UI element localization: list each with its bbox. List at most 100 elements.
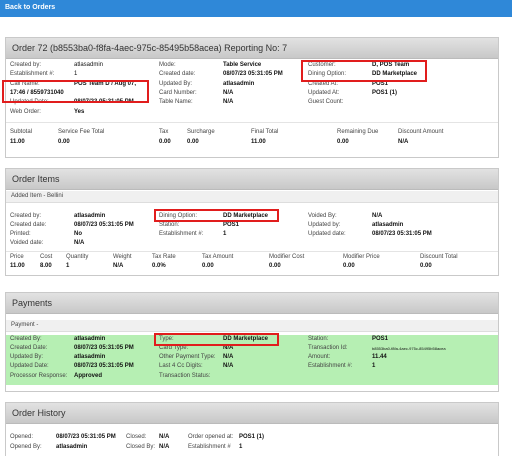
field-value: 08/07/23 05:31:05 PM — [372, 231, 432, 237]
field-label: Type: — [159, 336, 174, 342]
field-label: Establishment #: — [10, 71, 55, 77]
field-label: Mode: — [159, 62, 176, 68]
field-value: 08/07/23 05:31:05 PM — [223, 71, 283, 77]
quantity-value: 1 — [66, 263, 70, 269]
surcharge-value: 0.00 — [187, 139, 199, 145]
field-label: Order opened at: — [188, 434, 234, 440]
order-title: Order 72 (b8553ba0-f8fa-4aec-975c-85495b… — [6, 38, 498, 59]
top-navigation-bar: Back to Orders — [0, 0, 512, 17]
field-label: Processor Response: — [10, 373, 68, 379]
field-value: 1 — [372, 363, 376, 369]
discount-total-value: 0.00 — [420, 263, 432, 269]
field-value: N/A — [74, 240, 85, 246]
field-value: 1 — [74, 71, 78, 77]
field-value: POS1 — [372, 81, 389, 87]
price-header: Modifier Cost — [269, 254, 305, 260]
field-label: Closed By: — [126, 444, 156, 450]
field-value: POS1 — [223, 222, 240, 228]
subtotal-value: 11.00 — [10, 139, 25, 145]
opened-value: 08/07/23 05:31:05 PM — [56, 434, 116, 440]
payments-title: Payments — [6, 293, 498, 314]
back-to-orders-link[interactable]: Back to Orders — [5, 4, 56, 11]
cost-value: 8.00 — [40, 263, 52, 269]
field-label: Updated At: — [308, 90, 340, 96]
call-name-highlight-box — [2, 80, 149, 103]
field-label: Other Payment Type: — [159, 354, 216, 360]
order-items-panel: Order Items Added Item - Bellini Created… — [5, 168, 499, 276]
price-header: Discount Total — [420, 254, 458, 260]
field-value: 1 — [223, 231, 227, 237]
call-name-value-continued: 17:46 / 8559731040 — [10, 90, 64, 96]
customer-highlight-box — [301, 60, 427, 82]
tax-amount-value: 0.00 — [202, 263, 214, 269]
field-label: Establishment #: — [159, 231, 204, 237]
field-value: N/A — [372, 213, 383, 219]
field-label: Created date: — [159, 71, 196, 77]
field-value: atlasadmin — [223, 81, 255, 87]
field-value: N/A — [223, 354, 234, 360]
field-label: Updated By: — [10, 354, 44, 360]
field-label: Created by: — [10, 213, 42, 219]
field-value: N/A — [223, 99, 234, 105]
totals-header: Subtotal — [10, 129, 33, 135]
field-label: Last 4 Cc Digits: — [159, 363, 203, 369]
discount-amount-value: N/A — [398, 139, 409, 145]
modifier-cost-value: 0.00 — [269, 263, 281, 269]
price-header: Quantity — [66, 254, 89, 260]
field-label: Amount: — [308, 354, 331, 360]
field-value: Yes — [74, 109, 85, 115]
field-label: Opened: — [10, 434, 34, 440]
field-label: Table Name: — [159, 99, 193, 105]
modifier-price-value: 0.00 — [343, 263, 355, 269]
field-value: 08/07/23 05:31:05 PM — [74, 222, 134, 228]
field-label: Transaction Id: — [308, 345, 348, 351]
amount-value: 11.44 — [372, 354, 387, 360]
field-value: POS1 (1) — [372, 90, 398, 96]
final-total-value: 11.00 — [251, 139, 266, 145]
field-value: atlasadmin — [74, 62, 104, 68]
field-value: POS1 — [372, 336, 389, 342]
closed-value: N/A — [159, 434, 170, 440]
field-value: atlasadmin — [372, 222, 404, 228]
field-value: N/A — [223, 345, 234, 351]
field-label: Updated by: — [308, 222, 341, 228]
field-label: Closed: — [126, 434, 147, 440]
totals-header: Surcharge — [187, 129, 215, 135]
remaining-due-value: 0.00 — [337, 139, 349, 145]
totals-header: Tax — [159, 129, 169, 135]
field-label: Voided date: — [10, 240, 44, 246]
totals-header: Final Total — [251, 129, 279, 135]
field-label: Establishment #: — [308, 363, 353, 369]
field-label: Created by: — [10, 62, 42, 68]
payment-type-highlight-box — [154, 333, 279, 346]
item-dining-option-highlight-box — [154, 209, 279, 222]
totals-header: Remaining Due — [337, 129, 379, 135]
field-value: No — [74, 231, 82, 237]
field-label: Dining Option: — [159, 213, 198, 219]
field-label: Opened By: — [10, 444, 42, 450]
price-header: Tax Rate — [152, 254, 176, 260]
transaction-id-value: b8553ba0-f8fa-4aec-975c-85495b58acea — [372, 346, 446, 351]
field-value: atlasadmin — [74, 336, 106, 342]
field-label: Customer: — [308, 62, 336, 68]
payment-type-value: DD Marketplace — [223, 336, 269, 342]
customer-value: D, POS Team — [372, 62, 410, 68]
field-label: Guest Count: — [308, 99, 344, 105]
order-opened-at-value: POS1 (1) — [239, 434, 265, 440]
item-dining-option-value: DD Marketplace — [223, 213, 269, 219]
field-label: Created At: — [308, 81, 339, 87]
field-label: Created Date: — [10, 345, 48, 351]
price-header: Price — [10, 254, 24, 260]
call-name-value: POS Team D / Aug 07, — [74, 81, 137, 87]
tax-rate-value: 0.0% — [152, 263, 166, 269]
field-label: Call Name: — [10, 81, 40, 87]
price-header: Cost — [40, 254, 53, 260]
field-value: N/A — [223, 363, 234, 369]
order-panel: Order 72 (b8553ba0-f8fa-4aec-975c-85495b… — [2, 37, 499, 158]
opened-by-value: atlasadmin — [56, 444, 88, 450]
field-label: Station: — [159, 222, 180, 228]
price-header: Tax Amount — [202, 254, 234, 260]
order-history-panel: Order History Opened: 08/07/23 05:31:05 … — [5, 402, 499, 456]
field-value: 08/07/23 05:31:05 PM — [74, 345, 134, 351]
field-label: Created date: — [10, 222, 47, 228]
